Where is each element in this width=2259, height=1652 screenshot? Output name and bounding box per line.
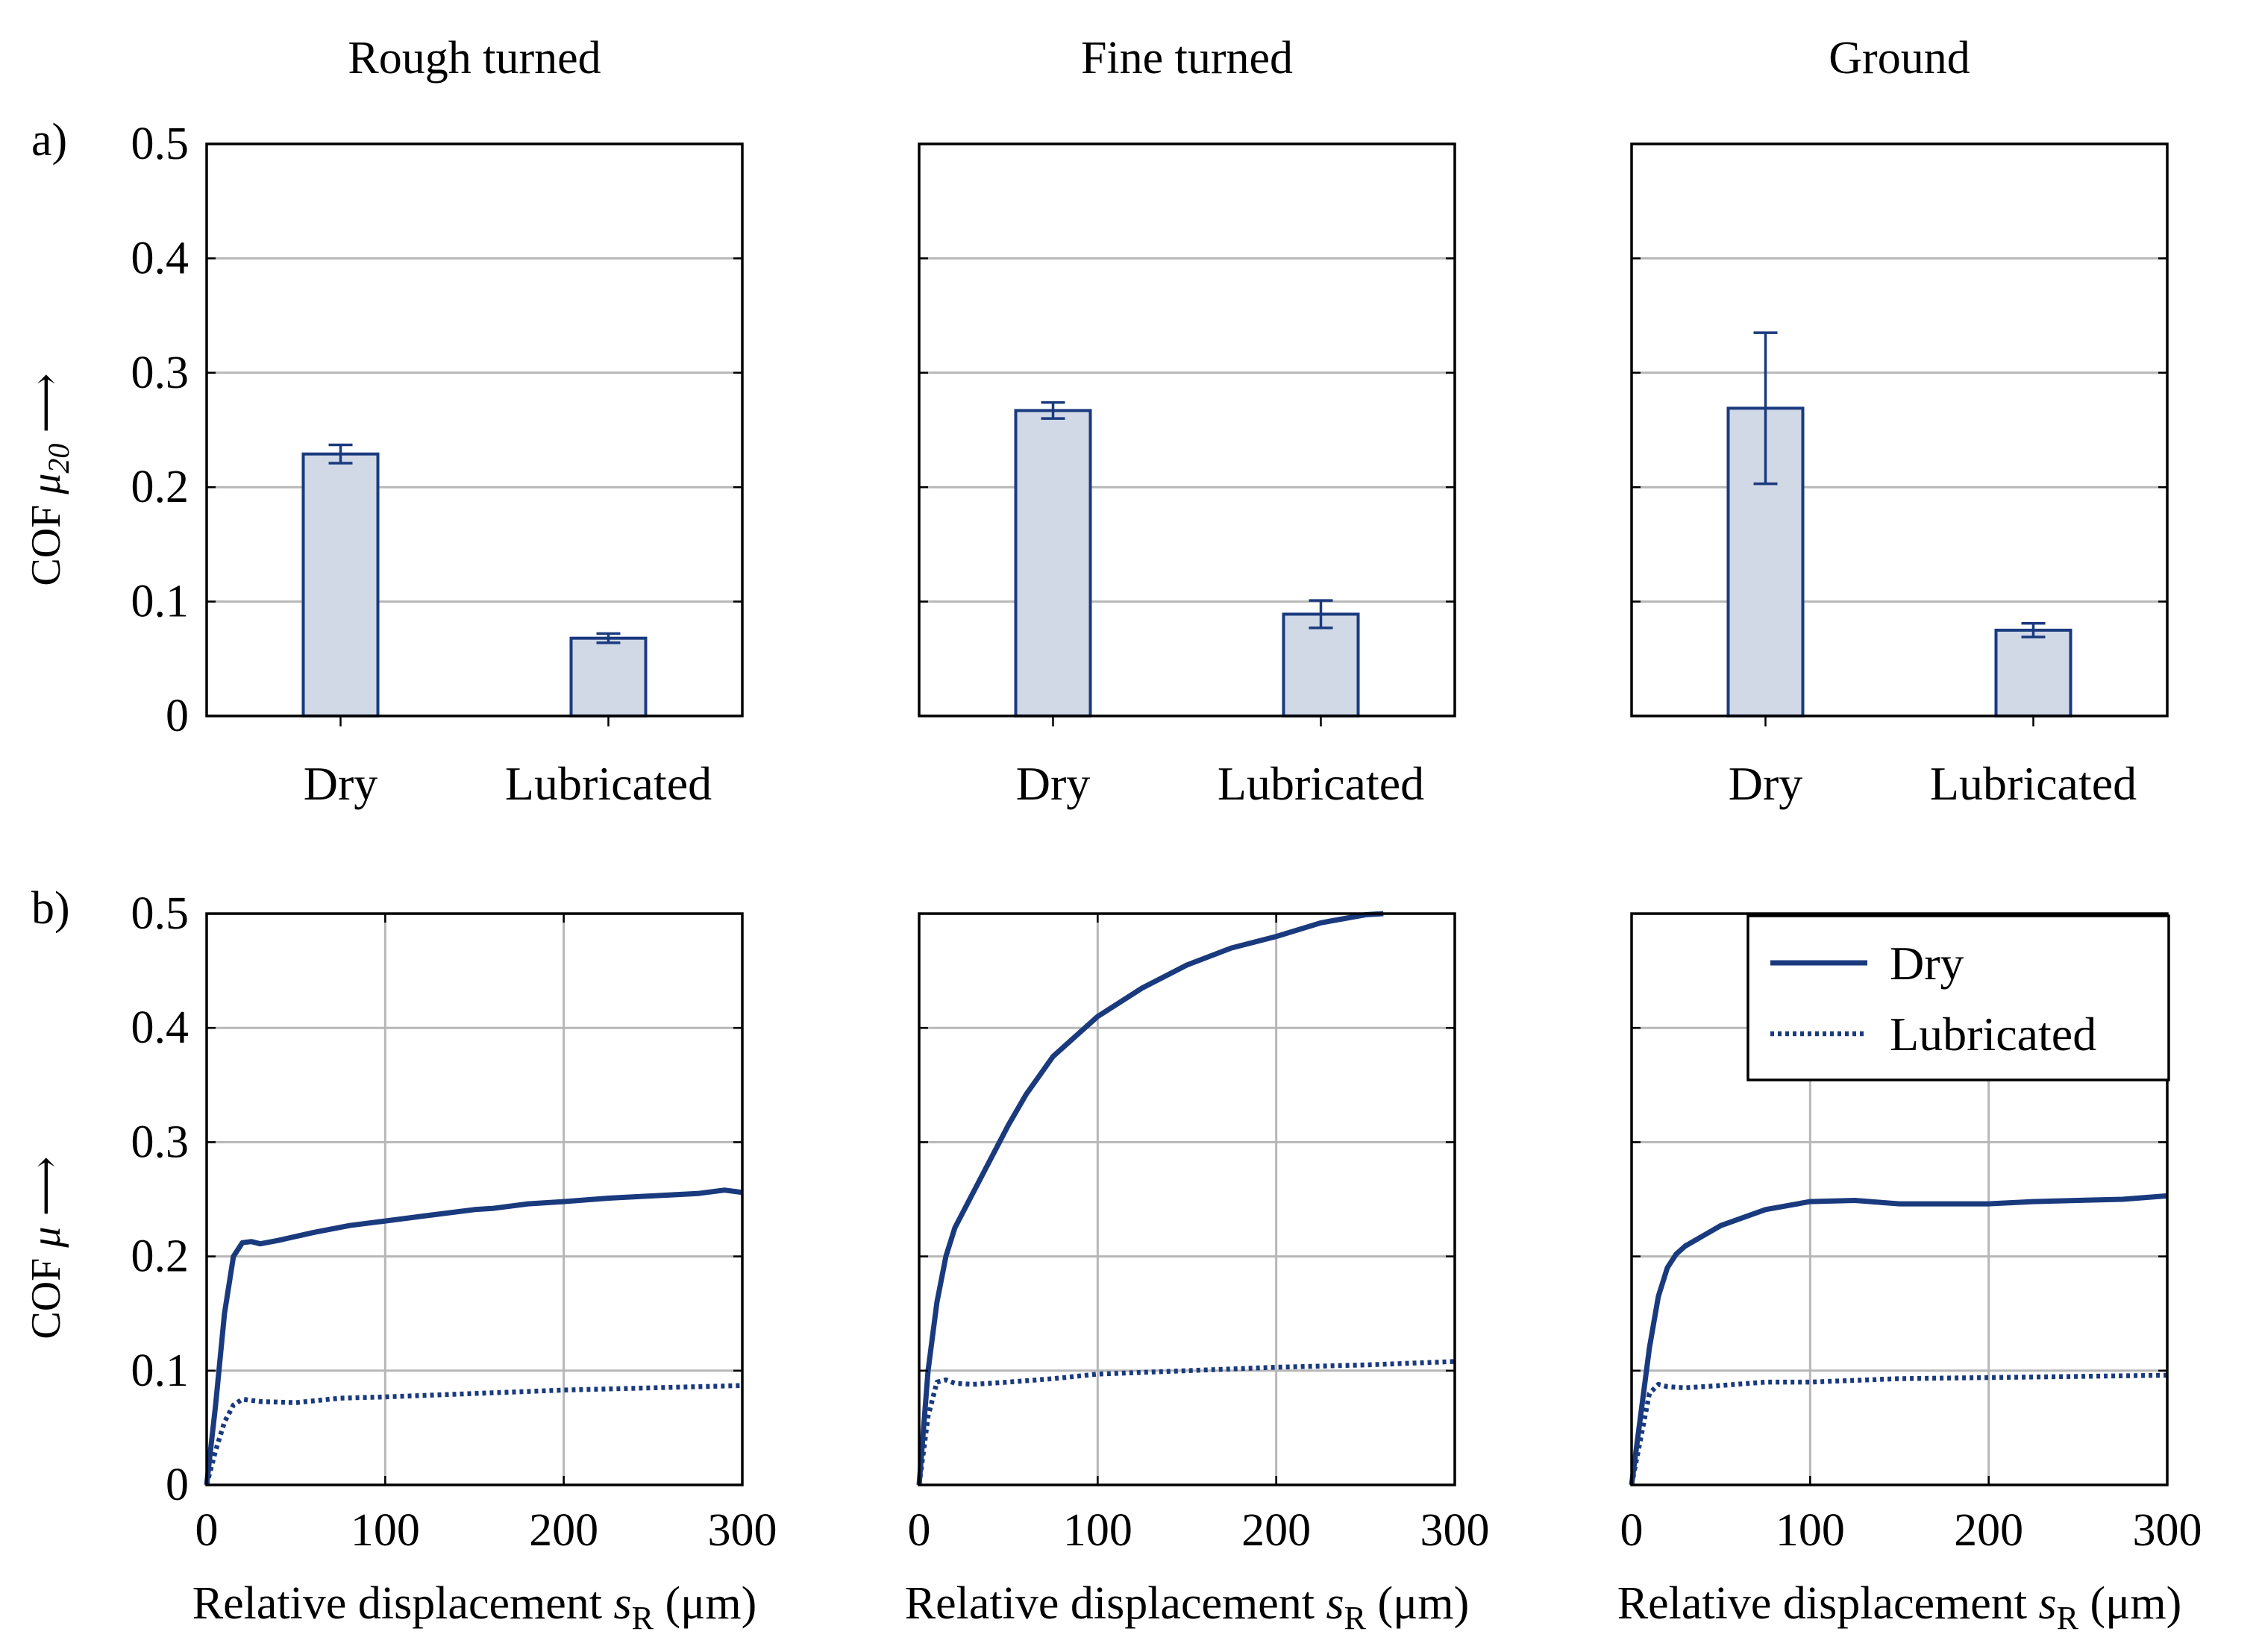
x-axis-label-symbol: s <box>1326 1578 1344 1629</box>
chart-title: Fine turned <box>1081 33 1293 84</box>
y-tick-label: 0.1 <box>131 1345 189 1396</box>
y-axis-label-b-symbol: μ <box>23 1227 69 1249</box>
x-axis-label-symbol: s <box>613 1578 631 1629</box>
plot-frame <box>205 142 744 717</box>
y-tick-label: 0 <box>166 691 189 741</box>
legend-box <box>1746 914 2170 1081</box>
grid-layer <box>207 257 2167 1485</box>
x-axis-label-subscript: R <box>632 1600 654 1636</box>
x-axis-label: Relative displacement sR (μm) <box>1617 1578 2181 1636</box>
y-axis-label-a: COF μ20 ⟶ <box>23 373 75 585</box>
bar <box>1994 628 2072 718</box>
legend-label: Dry <box>1890 937 1964 990</box>
bar <box>301 452 380 717</box>
series-line-dry <box>1629 1193 2168 1486</box>
y-tick-label: 0.2 <box>131 1231 189 1282</box>
x-axis-label-text: Relative displacement <box>905 1578 1326 1629</box>
x-axis-label-subscript: R <box>1344 1600 1367 1636</box>
x-category-label: Dry <box>1729 757 1803 810</box>
y-axis-label-a-arrow: ⟶ <box>23 373 69 443</box>
y-axis-label-a-text: COF <box>23 494 69 586</box>
x-tick-label: 0 <box>1620 1505 1644 1556</box>
x-tick-label: 200 <box>1954 1505 2023 1556</box>
frame-layer <box>205 142 2169 1486</box>
series-line-dry <box>916 911 1384 1486</box>
x-category-label: Dry <box>304 757 378 810</box>
series-line-lubricated <box>1629 1372 2168 1486</box>
x-axis-label-text: Relative displacement <box>192 1578 614 1629</box>
y-tick-label: 0.3 <box>131 1116 189 1167</box>
bar <box>1282 612 1360 717</box>
y-axis-label-a-subscript: 20 <box>42 444 75 474</box>
series-line-dry <box>204 1187 743 1486</box>
y-tick-label: 0.4 <box>131 233 189 283</box>
y-tick-label: 0.1 <box>131 577 189 627</box>
x-tick-label: 200 <box>1241 1505 1311 1556</box>
x-tick-label: 300 <box>1420 1505 1490 1556</box>
plot-frame <box>918 142 1456 717</box>
x-category-label: Lubricated <box>505 757 712 810</box>
y-tick-label: 0.5 <box>131 888 189 939</box>
x-axis-label-subscript: R <box>2057 1600 2079 1636</box>
bar <box>1014 409 1092 717</box>
plot-frame <box>1630 142 2169 717</box>
x-tick-label: 300 <box>2133 1505 2202 1556</box>
plot-frame <box>1630 912 2169 1486</box>
x-tick-label: 200 <box>529 1505 598 1556</box>
y-axis-label-b-arrow: ⟶ <box>23 1156 69 1226</box>
chart-title: Rough turned <box>348 33 601 84</box>
x-tick-label: 100 <box>351 1505 420 1556</box>
y-axis-label-b-text: COF <box>23 1248 69 1339</box>
x-axis-label-unit: (μm) <box>2078 1578 2181 1629</box>
marks-layer <box>204 331 2168 1486</box>
x-tick-label: 0 <box>908 1505 931 1556</box>
y-tick-label: 0.3 <box>131 348 189 398</box>
x-tick-label: 100 <box>1776 1505 1845 1556</box>
x-tick-label: 0 <box>195 1505 219 1556</box>
x-axis-label-symbol: s <box>2038 1578 2056 1629</box>
chart-title: Ground <box>1829 33 1970 84</box>
x-axis-label: Relative displacement sR (μm) <box>905 1578 1469 1636</box>
x-category-label: Lubricated <box>1930 757 2137 810</box>
series-line-lubricated <box>204 1383 743 1486</box>
row-label-b: b) <box>31 883 70 934</box>
bar <box>569 636 648 717</box>
x-category-label: Dry <box>1016 757 1091 810</box>
x-axis-label: Relative displacement sR (μm) <box>192 1578 756 1636</box>
y-tick-label: 0.2 <box>131 462 189 512</box>
y-tick-label: 0 <box>166 1460 189 1510</box>
x-axis-label-unit: (μm) <box>654 1578 756 1629</box>
x-tick-label: 300 <box>708 1505 777 1556</box>
plot-frame <box>205 912 744 1486</box>
series-line-lubricated <box>916 1359 1456 1486</box>
y-tick-label: 0.4 <box>131 1002 189 1053</box>
y-axis-label-a-symbol: μ <box>23 474 69 495</box>
plot-frame <box>918 912 1456 1486</box>
x-tick-label: 100 <box>1063 1505 1132 1556</box>
y-tick-label: 0.5 <box>131 119 189 169</box>
x-axis-label-unit: (μm) <box>1366 1578 1469 1629</box>
x-category-label: Lubricated <box>1218 757 1424 810</box>
labels-layer: 0 0.1 0.2 0.3 0.4 0.5 Rough turned Dry Lubricate… <box>131 33 2202 1636</box>
legend-label: Lubricated <box>1890 1008 2096 1061</box>
y-axis-label-b: COF μ ⟶ <box>23 1156 69 1339</box>
row-label-a: a) <box>31 115 67 166</box>
x-axis-label-text: Relative displacement <box>1617 1578 2039 1629</box>
